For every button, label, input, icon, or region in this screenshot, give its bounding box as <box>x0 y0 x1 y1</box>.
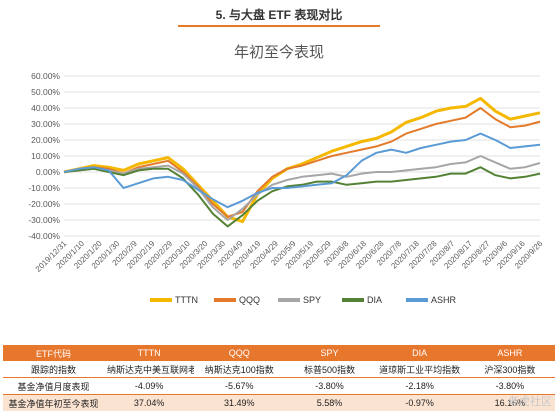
legend-label: SPY <box>303 295 321 305</box>
table-cell: -3.80% <box>284 377 375 395</box>
y-tick-label: 0.00% <box>36 167 61 177</box>
y-tick-label: -10.00% <box>28 183 60 193</box>
chart-title: 年初至今表现 <box>234 44 324 61</box>
series-lines <box>63 96 541 228</box>
y-tick-label: -20.00% <box>28 199 60 209</box>
legend-label: ASHR <box>431 295 457 305</box>
series-line-spy <box>63 155 541 221</box>
table-cell: 纳斯达克中美互联网老虎指数 <box>104 361 195 378</box>
table-header-row: ETF代码 TTTN QQQ SPY DIA ASHR <box>3 345 555 361</box>
table-cell: -3.80% <box>464 377 555 395</box>
header-cell: QQQ <box>194 345 285 361</box>
series-line-ashr <box>63 132 541 209</box>
header-cell: SPY <box>284 345 375 361</box>
legend-label: QQQ <box>239 295 260 305</box>
table-cell: -5.67% <box>194 377 285 395</box>
table-row: 基金净值月度表现 -4.09% -5.67% -3.80% -2.18% -3.… <box>3 377 555 395</box>
y-tick-label: 30.00% <box>31 119 60 129</box>
section-title: 5. 与大盘 ETF 表现对比 <box>215 8 343 22</box>
x-axis-ticks: 2019/12/312020/1/102020/1/202020/1/30202… <box>34 239 545 274</box>
y-tick-label: -30.00% <box>28 215 60 225</box>
y-tick-label: -40.00% <box>28 231 60 241</box>
header-cell: DIA <box>374 345 465 361</box>
table-cell: 跟踪的指数 <box>3 361 104 378</box>
legend: TTTN QQQ SPY DIA ASHR <box>150 295 457 305</box>
legend-label: TTTN <box>175 295 198 305</box>
table-cell: 道琼斯工业平均指数 <box>374 361 465 378</box>
table-cell: 标普500指数 <box>284 361 375 378</box>
watermark: 老虎社区 <box>508 396 552 408</box>
table-cell: -2.18% <box>374 377 465 395</box>
table-cell: -4.09% <box>104 377 195 395</box>
y-axis-ticks: 60.00% 50.00% 40.00% 30.00% 20.00% 10.00% 0.00… <box>28 71 60 241</box>
table-cell: 5.58% <box>284 394 375 411</box>
line-chart: 年初至今表现 60.00% 50.00% 40.00% 30.00% 20.00% 10.… <box>28 44 545 305</box>
table-row: 跟踪的指数 纳斯达克中美互联网老虎指数 纳斯达克100指数 标普500指数 道琼… <box>3 361 555 378</box>
y-tick-label: 60.00% <box>31 71 60 81</box>
table-cell: 37.04% <box>104 394 195 411</box>
series-line-qqq <box>63 107 541 218</box>
table-row: 基金净值年初至今表现 37.04% 31.49% 5.58% -0.97% 16… <box>3 394 555 411</box>
y-tick-label: 40.00% <box>31 103 60 113</box>
table-cell: 基金净值月度表现 <box>3 377 104 395</box>
table-cell: -0.97% <box>374 394 465 411</box>
legend-label: DIA <box>367 295 382 305</box>
series-line-tttn <box>63 96 541 224</box>
y-tick-label: 50.00% <box>31 87 60 97</box>
comparison-table: ETF代码 TTTN QQQ SPY DIA ASHR 跟踪的指数 纳斯达克中美… <box>3 345 555 411</box>
comparison-table-container: ETF代码 TTTN QQQ SPY DIA ASHR 跟踪的指数 纳斯达克中美… <box>0 345 558 411</box>
page-header: 5. 与大盘 ETF 表现对比 <box>0 0 558 30</box>
table-cell: 16.16% <box>464 394 555 411</box>
header-cell: TTTN <box>104 345 195 361</box>
y-tick-label: 10.00% <box>31 151 60 161</box>
y-tick-label: 20.00% <box>31 135 60 145</box>
header-cell: ETF代码 <box>3 345 104 361</box>
table-cell: 基金净值年初至今表现 <box>3 394 104 411</box>
table-cell: 沪深300指数 <box>464 361 555 378</box>
table-cell: 纳斯达克100指数 <box>194 361 285 378</box>
header-cell: ASHR <box>464 345 555 361</box>
gridlines <box>64 75 540 237</box>
title-underline <box>178 25 380 27</box>
series-line-dia <box>63 166 541 228</box>
table-cell: 31.49% <box>194 394 285 411</box>
